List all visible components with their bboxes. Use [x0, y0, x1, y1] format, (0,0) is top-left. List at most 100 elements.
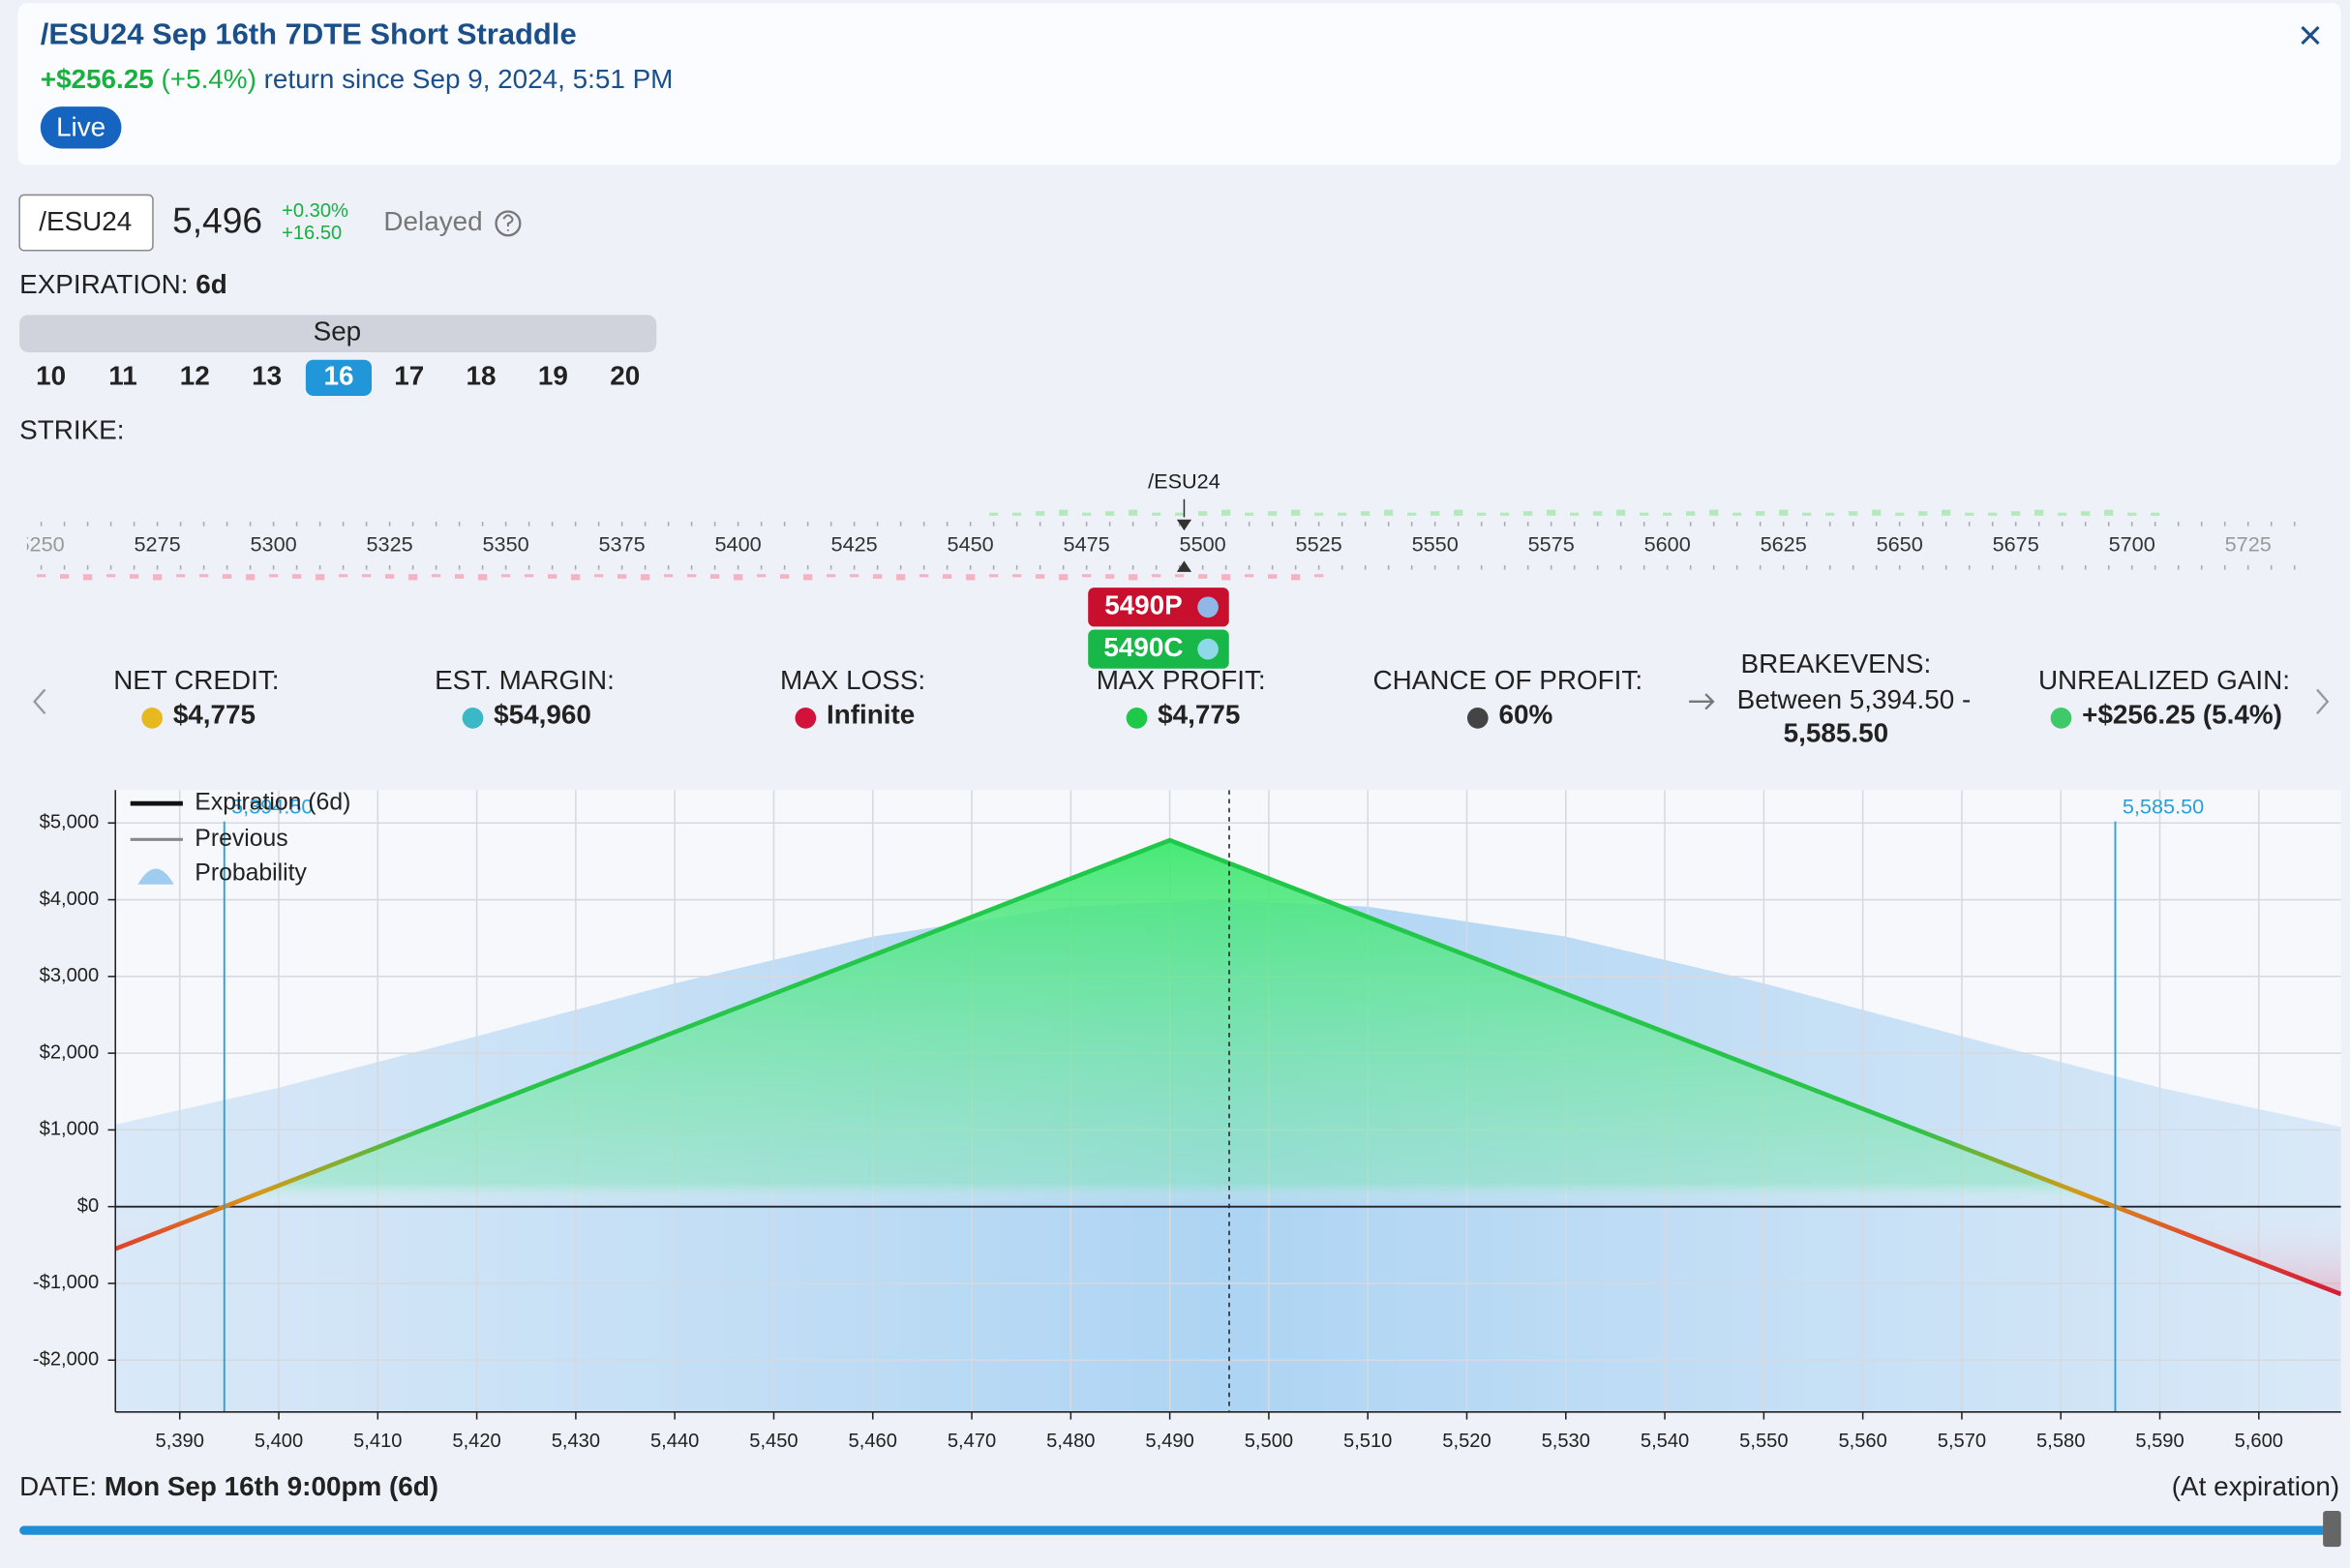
day[interactable]: 19 [538, 361, 568, 391]
day[interactable]: 16 [323, 361, 353, 391]
call-volume [1245, 512, 1254, 516]
stat-value: $4,775 [173, 700, 256, 730]
call-volume [1616, 509, 1626, 516]
stat-value: +$256.25 (5.4%) [2082, 700, 2282, 730]
y-tick-label: $0 [77, 1195, 99, 1217]
strike-tick: 5600 [1644, 532, 1691, 557]
x-tick-label: 5,390 [156, 1431, 204, 1452]
call-volume [1081, 512, 1092, 516]
call-volume [1570, 512, 1580, 516]
call-volume [2058, 512, 2067, 516]
change: +16.50 [282, 223, 342, 244]
legend-label: Expiration (6d) [195, 790, 350, 816]
put-volume [152, 574, 163, 581]
legend-label: Previous [195, 826, 287, 852]
put-volume [1268, 574, 1278, 579]
put-volume [1221, 574, 1231, 581]
stat-label: UNREALIZED GAIN: [2038, 665, 2290, 695]
put-volume [291, 574, 302, 579]
slider-handle[interactable] [2323, 1511, 2341, 1548]
put-volume [1314, 574, 1324, 578]
put-volume [268, 574, 279, 578]
day[interactable]: 12 [180, 361, 210, 391]
date-note: (At expiration) [2172, 1471, 2339, 1501]
put-volume [663, 574, 674, 578]
put-volume [1104, 574, 1115, 579]
day[interactable]: 13 [252, 361, 282, 391]
stat-icon [2050, 708, 2072, 729]
call-volume [1407, 512, 1417, 516]
strike-tick: 5375 [599, 532, 646, 557]
x-tick-label: 5,550 [1739, 1431, 1788, 1452]
put-volume [1035, 574, 1045, 579]
call-volume [1849, 511, 1858, 516]
call-volume [1128, 509, 1138, 516]
stat-label: MAX LOSS: [780, 665, 925, 695]
date-slider[interactable] [19, 1525, 2328, 1535]
call-volume [988, 512, 999, 516]
day[interactable]: 10 [36, 361, 66, 391]
x-tick-label: 5,400 [255, 1431, 303, 1452]
leg-icon [1197, 596, 1219, 618]
call-volume [1477, 512, 1487, 516]
put-volume [82, 574, 93, 581]
put-leg-label: 5490P [1104, 590, 1183, 620]
put-volume [733, 574, 743, 581]
expiration-label: EXPIRATION: [19, 269, 188, 299]
symbol-box[interactable] [18, 194, 154, 252]
call-volume [1802, 512, 1812, 516]
put-leg[interactable] [1088, 588, 1229, 627]
put-volume [988, 574, 999, 578]
day[interactable]: 11 [108, 361, 136, 391]
y-tick-label: $3,000 [40, 965, 100, 986]
stat-label: BREAKEVENS: [1741, 648, 1932, 678]
call-volume [1756, 511, 1765, 516]
call-leg[interactable] [1088, 629, 1229, 669]
strike-label: STRIKE: [19, 414, 124, 444]
call-volume [1431, 511, 1440, 516]
put-volume [709, 574, 720, 579]
day[interactable]: 18 [467, 361, 497, 391]
put-volume [129, 574, 139, 579]
call-volume [1361, 511, 1371, 516]
x-tick-label: 5,560 [1838, 1431, 1886, 1452]
put-volume [756, 574, 767, 578]
call-volume [1384, 509, 1394, 516]
y-tick-label: -$1,000 [33, 1272, 99, 1293]
strike-tick: 5625 [1761, 532, 1807, 557]
put-volume [222, 574, 232, 579]
day[interactable]: 20 [610, 361, 640, 391]
call-volume [1732, 512, 1742, 516]
expiration: EXPIRATION: 6d [19, 269, 227, 299]
put-volume [175, 574, 186, 578]
put-volume [315, 574, 325, 581]
prev-arrow[interactable] [33, 688, 46, 714]
month-bar [19, 315, 657, 353]
help-icon[interactable] [495, 210, 522, 237]
call-volume [1198, 511, 1208, 516]
close-button[interactable] [2301, 25, 2320, 45]
date-label: DATE: [19, 1471, 97, 1501]
strike-tick: 5525 [1296, 532, 1342, 557]
delayed: Delayed [383, 206, 482, 236]
return-text: return since Sep 9, 2024, 5:51 PM [264, 64, 674, 94]
legend-label: Probability [195, 859, 307, 886]
strike-tick: 5500 [1180, 532, 1226, 557]
selected-day[interactable] [305, 359, 373, 396]
strike-tick: 5275 [134, 532, 180, 557]
call-volume [1663, 512, 1672, 516]
call-volume [1338, 512, 1347, 516]
call-volume [1058, 509, 1069, 516]
stat-value: 5,585.50 [1784, 717, 1888, 747]
put-volume [407, 574, 418, 581]
next-arrow[interactable] [2316, 688, 2330, 714]
month: Sep [314, 316, 362, 346]
put-volume [570, 574, 581, 581]
x-tick-label: 5,470 [948, 1431, 996, 1452]
call-volume [1872, 509, 1882, 516]
put-volume [617, 574, 627, 579]
x-tick-label: 5,540 [1641, 1431, 1689, 1452]
strike-tick: 5675 [1993, 532, 2039, 557]
day[interactable]: 17 [394, 361, 424, 391]
call-volume [1988, 512, 1998, 516]
